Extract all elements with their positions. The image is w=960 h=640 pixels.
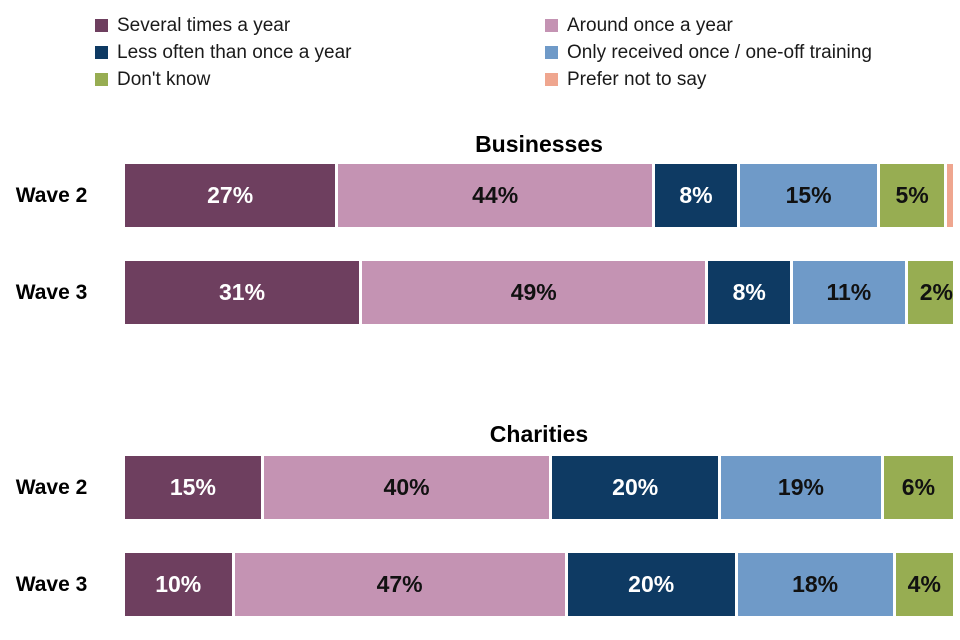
- bar-segment: 15%: [739, 164, 878, 227]
- row-label: Wave 2: [15, 183, 88, 207]
- bar-segment: 31%: [125, 261, 360, 324]
- legend-label: Prefer not to say: [567, 68, 707, 90]
- stacked-bar: 10% 47% 20% 18% 4%: [125, 553, 953, 616]
- legend-item: Don't know: [95, 66, 545, 93]
- legend-item: Prefer not to say: [545, 66, 960, 93]
- segment-label: 6%: [901, 474, 936, 500]
- legend-item: Around once a year: [545, 12, 960, 39]
- stacked-bar: 31% 49% 8% 11% 2%: [125, 261, 953, 324]
- segment-label: 20%: [612, 474, 659, 500]
- segment-label: 49%: [510, 279, 557, 305]
- segment-label: 18%: [792, 571, 839, 597]
- segment-label: 4%: [907, 571, 941, 597]
- row-label: Wave 3: [15, 280, 88, 304]
- segment-label: 2%: [919, 279, 953, 305]
- segment-label: 15%: [169, 474, 216, 500]
- segment-label: 5%: [895, 182, 929, 208]
- bar-segment: [946, 164, 953, 227]
- legend-item: Less often than once a year: [95, 39, 545, 66]
- legend-label: Around once a year: [567, 14, 733, 36]
- bar-segment: 2%: [907, 261, 953, 324]
- legend-column-2: Around once a year Only received once / o…: [545, 12, 960, 93]
- bar-segment: 27%: [125, 164, 336, 227]
- chart-canvas: Several times a year Less often than once…: [0, 12, 960, 640]
- segment-label: 10%: [155, 571, 202, 597]
- stacked-bar: 27% 44% 8% 15% 5%: [125, 164, 953, 227]
- segment-label: 44%: [472, 182, 519, 208]
- legend-swatch-icon: [545, 46, 558, 59]
- row-label: Wave 2: [15, 475, 88, 499]
- bar-segment: 10%: [125, 553, 232, 616]
- segment-label: 15%: [785, 182, 832, 208]
- stacked-bar: 15% 40% 20% 19% 6%: [125, 456, 953, 519]
- bar-segment: 40%: [263, 456, 550, 519]
- legend: Several times a year Less often than once…: [95, 12, 960, 93]
- legend-swatch-icon: [95, 46, 108, 59]
- bar-row: Wave 2 27% 44% 8% 15% 5%: [0, 164, 960, 227]
- group-title: Charities: [489, 421, 589, 447]
- legend-swatch-icon: [545, 73, 558, 86]
- legend-column-1: Several times a year Less often than once…: [95, 12, 545, 93]
- legend-label: Don't know: [117, 68, 211, 90]
- bar-segment: 6%: [883, 456, 953, 519]
- chart-group: Businesses Wave 2 27% 44% 8% 15% 5% Wave 3 31% 49…: [0, 130, 960, 324]
- segment-label: 20%: [628, 571, 675, 597]
- legend-label: Several times a year: [117, 14, 291, 36]
- legend-item: Only received once / one-off training: [545, 39, 960, 66]
- bar-row: Wave 3 10% 47% 20% 18% 4%: [0, 553, 960, 616]
- bar-segment: 44%: [338, 164, 653, 227]
- row-label: Wave 3: [15, 572, 88, 596]
- legend-swatch-icon: [95, 19, 108, 32]
- segment-label: 8%: [679, 182, 713, 208]
- segment-label: 31%: [219, 279, 266, 305]
- bar-segment: 11%: [793, 261, 905, 324]
- segment-label: 19%: [777, 474, 824, 500]
- segment-label: 11%: [826, 279, 872, 305]
- bar-row: Wave 2 15% 40% 20% 19% 6%: [0, 456, 960, 519]
- bar-segment: 5%: [880, 164, 944, 227]
- stacked-bar-chart: Businesses Wave 2 27% 44% 8% 15% 5% Wave 3 31% 49…: [0, 130, 960, 616]
- legend-label: Less often than once a year: [117, 41, 352, 63]
- bar-segment: 15%: [125, 456, 261, 519]
- segment-label: 47%: [376, 571, 423, 597]
- legend-swatch-icon: [545, 19, 558, 32]
- segment-label: 40%: [383, 474, 430, 500]
- segment-label: 8%: [732, 279, 766, 305]
- bar-segment: 47%: [234, 553, 565, 616]
- bar-segment: 8%: [655, 164, 737, 227]
- bar-segment: 8%: [708, 261, 791, 324]
- bar-segment: 49%: [362, 261, 706, 324]
- bar-segment: 18%: [737, 553, 893, 616]
- legend-swatch-icon: [95, 73, 108, 86]
- legend-item: Several times a year: [95, 12, 545, 39]
- bar-segment: 19%: [721, 456, 881, 519]
- legend-label: Only received once / one-off training: [567, 41, 872, 63]
- bar-segment: 20%: [552, 456, 719, 519]
- bar-segment: 20%: [567, 553, 735, 616]
- group-title: Businesses: [475, 131, 603, 157]
- bar-segment: 4%: [895, 553, 953, 616]
- bar-row: Wave 3 31% 49% 8% 11% 2%: [0, 261, 960, 324]
- segment-label: 27%: [207, 182, 254, 208]
- chart-group: Charities Wave 2 15% 40% 20% 19% 6% Wave 3 10% 47…: [0, 420, 960, 616]
